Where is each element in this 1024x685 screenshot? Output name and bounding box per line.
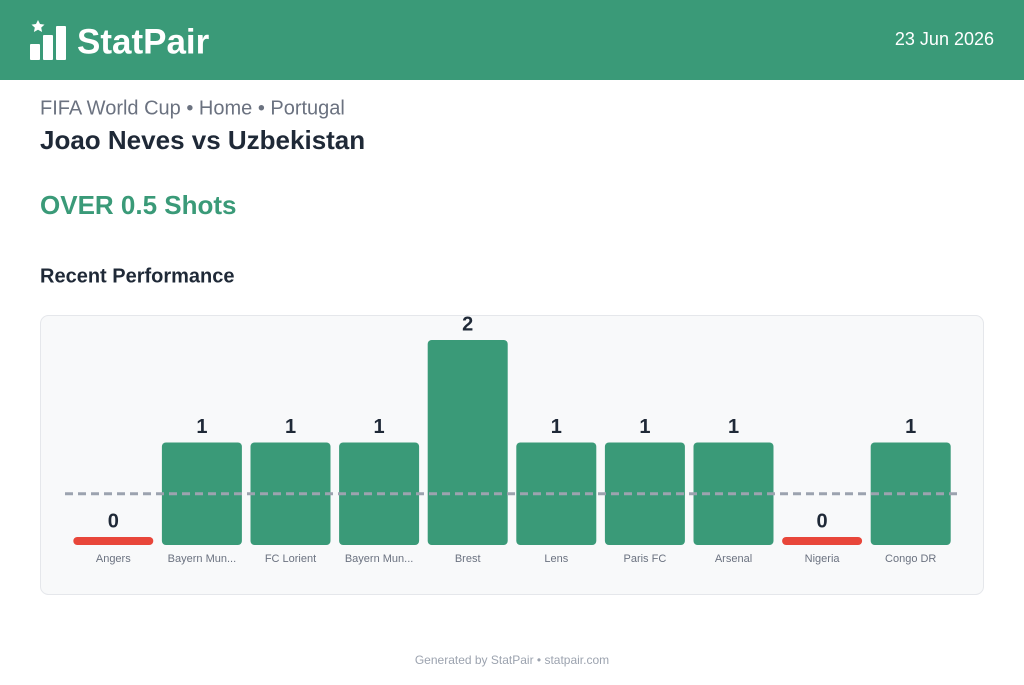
x-tick-label: Lens [544, 553, 568, 565]
match-context: FIFA World Cup • Home • Portugal [40, 97, 345, 119]
x-tick-label: Arsenal [715, 553, 752, 565]
value-label: 1 [196, 416, 207, 438]
x-tick-label: Nigeria [805, 553, 841, 565]
bar [516, 442, 597, 545]
value-label: 1 [551, 416, 562, 438]
value-label: 1 [905, 416, 916, 438]
footer: Generated by StatPair • statpair.com [415, 653, 609, 667]
value-label: 1 [728, 416, 739, 438]
value-label: 1 [374, 416, 385, 438]
brand: StatPair [77, 22, 210, 61]
header-bar [0, 0, 1024, 80]
x-tick-label: Congo DR [885, 553, 936, 565]
bar [427, 340, 508, 545]
logo-bar [30, 44, 40, 60]
value-label: 0 [108, 510, 119, 532]
value-label: 2 [462, 313, 473, 335]
x-tick-label: Brest [455, 553, 481, 565]
logo-star [31, 20, 45, 32]
value-label: 1 [639, 416, 650, 438]
match-title: Joao Neves vs Uzbekistan [40, 125, 365, 155]
pick: OVER 0.5 Shots [40, 190, 237, 220]
x-tick-label: Angers [96, 553, 131, 565]
bar [782, 537, 863, 545]
section-title: Recent Performance [40, 265, 235, 287]
bar [73, 537, 154, 545]
value-label: 1 [285, 416, 296, 438]
x-tick-label: Bayern Mun... [345, 553, 413, 565]
x-tick-label: Paris FC [624, 553, 667, 565]
logo-bar [43, 35, 53, 60]
date: 23 Jun 2026 [895, 29, 994, 49]
x-tick-label: FC Lorient [265, 553, 316, 565]
value-label: 0 [817, 510, 828, 532]
x-tick-label: Bayern Mun... [168, 553, 236, 565]
logo-bar [56, 26, 66, 60]
